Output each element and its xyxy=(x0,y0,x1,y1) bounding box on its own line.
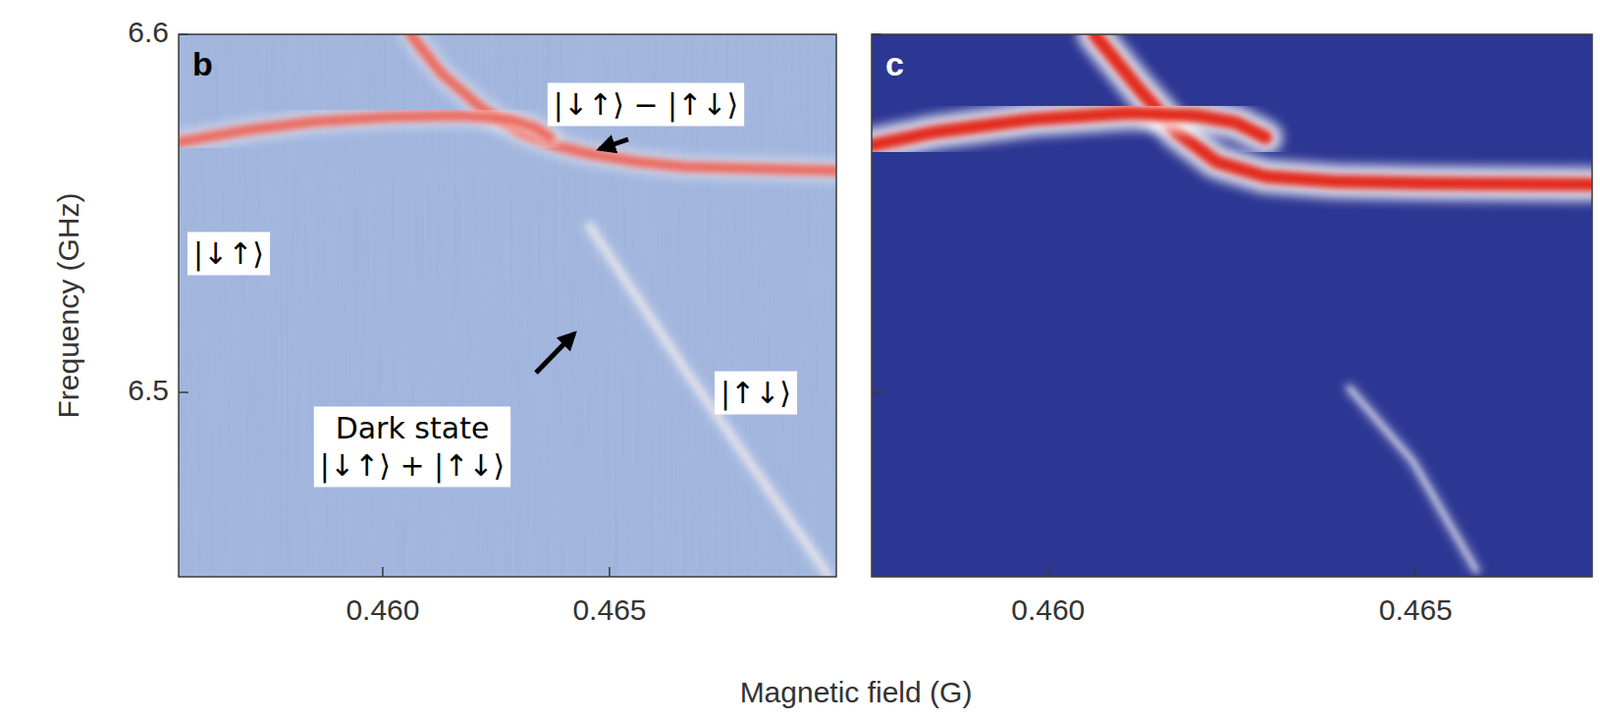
line-glow xyxy=(871,112,1266,146)
x-tick-label: 0.465 xyxy=(1379,593,1453,627)
annotation-text: |↓↑⟩ − |↑↓⟩ xyxy=(553,87,739,123)
y-tick-label: 6.5 xyxy=(127,373,169,407)
x-tick xyxy=(1047,567,1050,578)
x-tick-label: 0.460 xyxy=(345,593,420,627)
line-glow xyxy=(178,115,550,143)
annotation-text: |↓↑⟩ xyxy=(193,236,265,272)
line-glow xyxy=(1348,387,1477,572)
x-tick xyxy=(1414,567,1417,578)
figure: 0.460 0.465 6.5 6.6 b Frequency (GHz) Magnetic… xyxy=(0,0,1600,720)
y-tick xyxy=(871,391,882,394)
y-tick xyxy=(178,391,189,394)
panel-letter: b xyxy=(192,45,214,83)
measurement-noise xyxy=(178,34,837,578)
spectral-line xyxy=(871,112,1266,146)
line-glow xyxy=(588,225,830,578)
annotation-text: |↑↓⟩ xyxy=(720,375,792,412)
annotation: |↑↓⟩ xyxy=(714,372,798,416)
annotation-text: Dark state xyxy=(335,411,490,446)
spectral-line xyxy=(1348,387,1477,572)
annotation-box xyxy=(187,232,270,276)
annotation: |↓↑⟩ xyxy=(187,232,270,276)
annotation-arrow xyxy=(599,139,629,150)
plot-background xyxy=(178,34,837,578)
panel-letter: c xyxy=(885,45,905,83)
x-axis-title: Magnetic field (G) xyxy=(740,676,973,709)
y-axis-title: Frequency (GHz) xyxy=(52,192,85,419)
annotation-text: |↓↑⟩ + |↑↓⟩ xyxy=(320,448,505,484)
marks xyxy=(871,34,1592,572)
marks xyxy=(178,34,837,578)
x-tick xyxy=(381,567,384,578)
annotation-box xyxy=(314,407,511,488)
y-tick xyxy=(871,33,882,36)
y-tick-label: 6.6 xyxy=(127,15,169,49)
plot-frame xyxy=(178,34,837,578)
x-tick xyxy=(608,567,611,578)
panel-1: 0.460 0.465 c xyxy=(871,34,1593,627)
y-tick xyxy=(178,33,189,36)
plot-background xyxy=(871,34,1593,578)
plot-frame xyxy=(871,34,1593,578)
line-glow xyxy=(410,34,837,171)
spectral-line xyxy=(588,225,830,578)
annotation-arrow xyxy=(535,333,575,374)
annotation-box xyxy=(547,83,745,127)
panel-0: 0.460 0.465 6.5 6.6 b Frequency (GHz) Magnetic… xyxy=(52,15,972,709)
spectral-line xyxy=(410,34,837,171)
annotation: Dark state|↓↑⟩ + |↑↓⟩ xyxy=(314,333,575,488)
x-tick-label: 0.460 xyxy=(1011,593,1085,627)
spectral-line xyxy=(178,115,550,143)
x-tick-label: 0.465 xyxy=(572,593,646,627)
annotation-box xyxy=(714,372,798,416)
annotation: |↓↑⟩ − |↑↓⟩ xyxy=(547,83,745,151)
